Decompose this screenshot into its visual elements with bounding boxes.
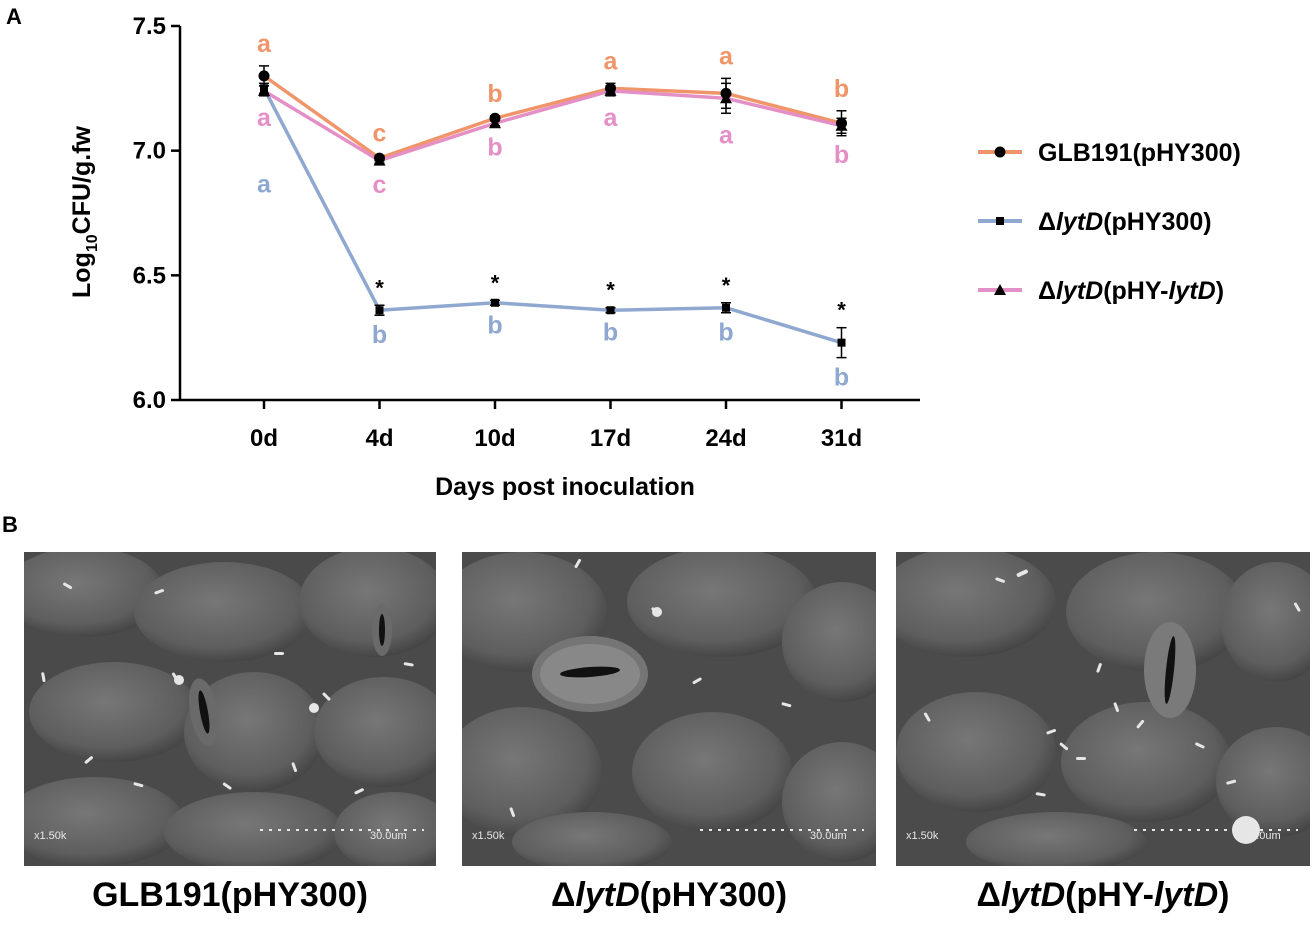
significance-letter: b (834, 75, 849, 103)
y-axis-label: Log10CFU/g.fw (68, 125, 101, 297)
chart-legend: GLB191(pHY300)ΔlytD(pHY300)ΔlytD(pHY-lyt… (978, 139, 1241, 305)
y-axis-label-main: Log (68, 252, 96, 298)
legend-label-part: (pHY- (1103, 277, 1168, 305)
micrograph-glb191: x1.50k 30.0um (24, 552, 436, 866)
x-tick-label: 4d (365, 425, 393, 452)
chart-axes: 6.0 6.5 7.0 7.5 0d 4d 10d 17d 24d 31d (133, 13, 920, 452)
scale-bar-label: 30.0um (1244, 830, 1281, 842)
panel-b-label: B (2, 512, 18, 537)
significance-asterisk: * (491, 270, 500, 295)
significance-letter: b (603, 319, 618, 347)
data-point-square (606, 306, 615, 315)
caption-prefix: Δ (550, 876, 576, 914)
legend-label-part: lytD (1056, 208, 1103, 236)
caption-suffix: ) (1218, 876, 1230, 914)
legend-label-0: GLB191(pHY300) (1038, 139, 1241, 167)
significance-letter: b (372, 321, 387, 349)
series-line-0 (262, 74, 842, 161)
significance-letter: b (834, 141, 849, 169)
significance-letter: a (719, 121, 734, 149)
legend-label-part: Δ (1038, 277, 1056, 305)
y-axis-label-subscript: 10 (84, 234, 101, 252)
data-point-square (837, 338, 846, 347)
micrograph-caption-glb191: GLB191(pHY300) (24, 876, 436, 915)
data-point-square (996, 217, 1004, 225)
y-tick-label: 6.5 (133, 262, 166, 289)
data-point-square (491, 298, 499, 307)
data-point-triangle (720, 92, 732, 104)
legend-label-part: GLB191(pHY300) (1038, 139, 1241, 167)
x-tick-label: 24d (705, 425, 746, 452)
legend-label-part: Δ (1038, 208, 1056, 236)
significance-asterisk: * (606, 278, 615, 303)
micrograph-caption-lytd-pHY300: ΔlytD(pHY300) (462, 876, 876, 915)
significance-letter: c (373, 120, 387, 148)
significance-letter: b (487, 311, 502, 339)
significance-asterisk: * (837, 298, 846, 323)
significance-asterisk: * (375, 275, 384, 300)
x-axis-label: Days post inoculation (435, 473, 695, 501)
caption-italic: lytD (1000, 876, 1066, 914)
magnification-label: x1.50k (906, 830, 939, 842)
significance-letter: b (487, 134, 502, 162)
data-point-triangle (994, 284, 1006, 295)
significance-letter: b (834, 364, 849, 392)
y-axis-label-rest: CFU/g.fw (68, 125, 96, 234)
caption-italic2: lytD (1153, 876, 1219, 914)
legend-label-part: lytD (1056, 277, 1103, 305)
micrograph-lytd-pHY-lytd: x1.50k 30.0um (896, 552, 1310, 866)
data-point-square (375, 306, 384, 315)
significance-letter: a (257, 170, 272, 198)
x-tick-label: 10d (474, 425, 515, 452)
micrograph-caption-lytd-pHY-lytd: ΔlytD(pHY-lytD) (896, 876, 1310, 915)
legend-label-part: lytD (1168, 277, 1215, 305)
significance-letter: b (487, 80, 502, 108)
legend-label-2: ΔlytD(pHY-lytD) (1038, 277, 1224, 305)
data-point-circle (258, 70, 270, 82)
y-tick-label: 6.0 (133, 387, 166, 414)
micrograph-lytd-pHY300: x1.50k 30.0um (462, 552, 876, 866)
chart-series-layer (258, 65, 848, 359)
scale-bar-label: 30.0um (810, 830, 847, 842)
x-tick-label: 0d (250, 425, 278, 452)
series-line-1 (262, 87, 843, 345)
significance-letter: a (257, 30, 272, 58)
significance-letter: b (718, 319, 733, 347)
significance-letter: a (604, 104, 619, 132)
significance-letter: c (373, 171, 387, 199)
data-point-triangle (604, 84, 617, 96)
caption-mid: (pHY- (1065, 876, 1154, 914)
y-tick-label: 7.5 (133, 13, 166, 40)
scale-bar-label: 30.0um (370, 830, 407, 842)
legend-label-part: (pHY300) (1103, 208, 1211, 236)
series-line-2 (263, 89, 842, 163)
data-point-square (722, 303, 730, 312)
magnification-label: x1.50k (472, 830, 505, 842)
significance-asterisk: * (722, 273, 731, 298)
cfu-line-chart: 6.06.57.07.50d 4d 10d 17d 24d 31d aaaccb*bbb*… (68, 13, 1241, 501)
legend-label-1: ΔlytD(pHY300) (1038, 208, 1212, 236)
significance-letter: a (257, 104, 272, 132)
caption-italic: lytD (575, 876, 640, 914)
data-point-triangle (835, 119, 848, 131)
caption-mid: (pHY300) (639, 876, 788, 914)
data-point-triangle (258, 84, 270, 96)
x-tick-label: 31d (821, 425, 862, 452)
significance-letter: a (719, 42, 734, 70)
y-tick-label: 7.0 (133, 138, 166, 165)
caption-prefix: Δ (976, 876, 1001, 914)
data-point-circle (994, 146, 1006, 158)
significance-letter: a (604, 47, 619, 75)
data-point-triangle (489, 117, 501, 129)
data-point-triangle (373, 154, 386, 166)
legend-label-part: ) (1216, 277, 1224, 305)
x-tick-label: 17d (590, 425, 631, 452)
magnification-label: x1.50k (34, 830, 67, 842)
caption-mid: GLB191(pHY300) (92, 876, 368, 914)
panel-a-label: A (6, 4, 22, 29)
